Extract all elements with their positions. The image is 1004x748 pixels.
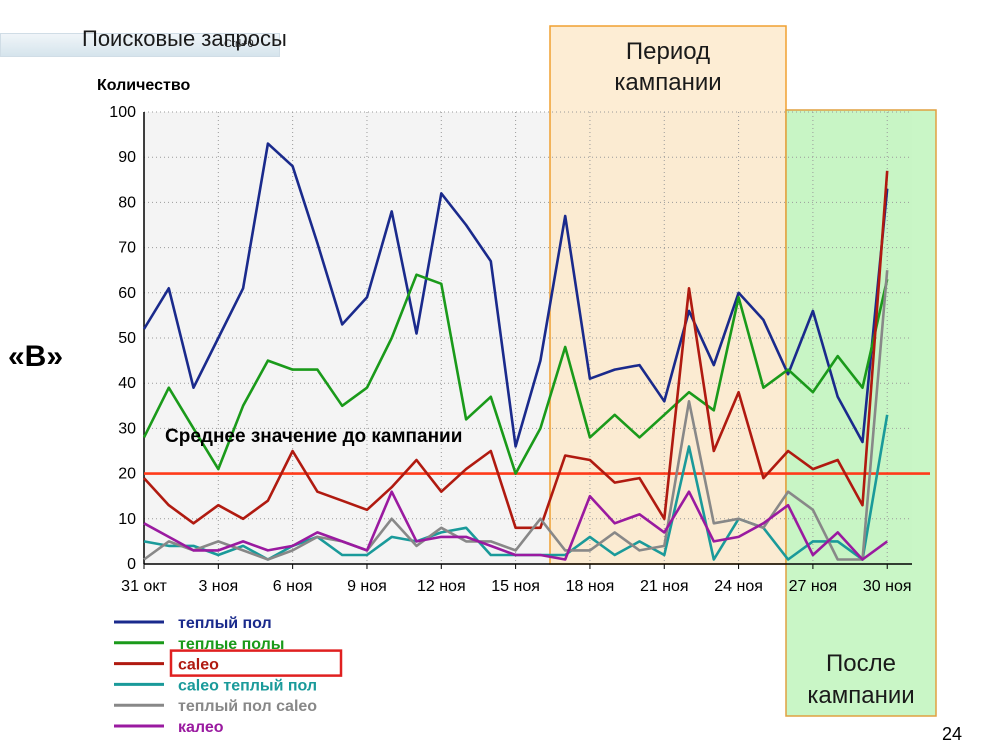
x-tick-label: 21 ноя <box>640 578 689 595</box>
y-tick-label: 90 <box>118 149 136 166</box>
zoom-shortcut-hint: Ctrl+0 <box>224 38 254 50</box>
x-tick-label: 3 ноя <box>198 578 238 595</box>
y-tick-label: 70 <box>118 240 136 257</box>
series-lines <box>142 142 889 561</box>
legend-entry: caleo теплый пол <box>178 677 317 694</box>
series-line-2 <box>143 170 889 530</box>
legend-entry: калео <box>178 719 224 736</box>
campaign-box-line-2: кампании <box>614 69 721 96</box>
series-line-1 <box>142 273 889 475</box>
x-tick-label: 15 ноя <box>491 578 540 595</box>
y-tick-label: 100 <box>109 104 136 121</box>
series-line-4 <box>143 270 889 561</box>
x-tick-label: 9 ноя <box>347 578 387 595</box>
y-tick-label: 30 <box>118 420 136 437</box>
zoom-notification-bar <box>0 33 280 57</box>
legend-highlight-box <box>169 649 343 677</box>
series-line-5 <box>143 490 888 561</box>
y-tick-label: 60 <box>118 285 136 302</box>
reference-line-label: Среднее значение до кампании <box>165 426 462 447</box>
legend-entry: caleo <box>178 657 219 674</box>
legend-entry: теплые полы <box>178 636 284 653</box>
grid <box>144 111 912 564</box>
y-tick-label: 10 <box>118 511 136 528</box>
legend-entry: теплый пол caleo <box>178 698 317 715</box>
y-axis-label: Количество <box>97 77 190 94</box>
legend: теплый пол теплые полы caleo caleo теплый п… <box>114 615 343 736</box>
after-box-line-1: После <box>826 650 896 677</box>
y-tick-label: 50 <box>118 330 136 347</box>
x-tick-label: 12 ноя <box>417 578 466 595</box>
x-tick-label: 6 ноя <box>273 578 313 595</box>
page-number: 24 <box>942 724 963 744</box>
y-tick-label: 20 <box>118 466 136 483</box>
axes: 0 10 20 30 40 50 60 70 80 90 100 31 окт 3 ноя 6 ноя 9 … <box>109 104 912 595</box>
campaign-box-line-1: Период <box>626 38 710 65</box>
x-tick-label: 31 окт <box>121 578 167 595</box>
x-tick-label: 30 ноя <box>863 578 912 595</box>
x-tick-label: 27 ноя <box>789 578 838 595</box>
slide-title: Поисковые запросы <box>82 26 287 51</box>
y-tick-label: 80 <box>118 194 136 211</box>
y-tick-label: 0 <box>127 556 136 573</box>
after-box-line-2: кампании <box>807 682 914 709</box>
legend-entry: теплый пол <box>178 615 272 632</box>
series-line-0 <box>142 142 889 448</box>
after-campaign-box <box>785 109 937 717</box>
y-tick-label: 40 <box>118 375 136 392</box>
side-label: «В» <box>8 340 64 373</box>
x-tick-label: 24 ноя <box>714 578 763 595</box>
x-tick-label: 18 ноя <box>566 578 615 595</box>
